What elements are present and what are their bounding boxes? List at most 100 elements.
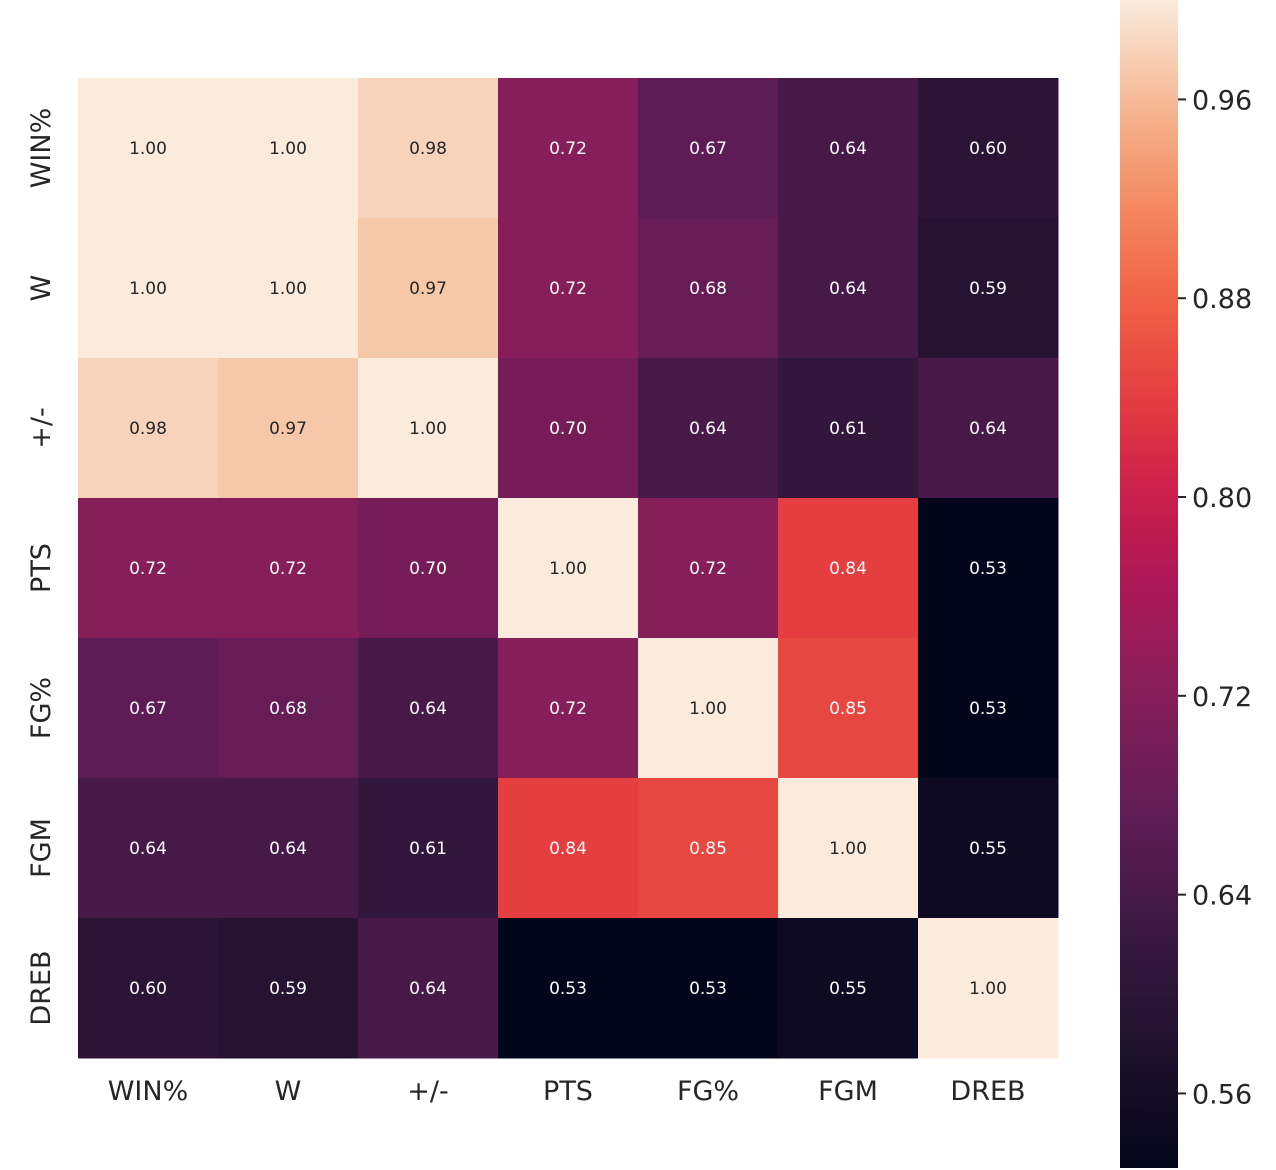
cell-value-label: 0.84 <box>829 559 867 579</box>
cell-value-label: 0.72 <box>549 139 587 159</box>
cell-value-label: 1.00 <box>129 279 167 299</box>
heatmap-cell <box>358 358 499 499</box>
cell-value-label: 0.59 <box>969 279 1007 299</box>
cell-value-label: 0.72 <box>129 559 167 579</box>
cell-value-label: 0.97 <box>269 419 307 439</box>
cell-value-label: 0.55 <box>829 979 867 999</box>
x-tick-label: FG% <box>677 1076 739 1107</box>
x-axis-tick-labels: WIN% W +/- PTS FG% FGM DREB <box>108 1076 1026 1107</box>
colorbar-tick-label: 0.72 <box>1192 682 1252 713</box>
x-tick-label: +/- <box>407 1076 448 1107</box>
colorbar-tick-label: 0.64 <box>1192 881 1252 912</box>
heatmap-cell <box>778 358 919 499</box>
cell-value-label: 0.61 <box>829 419 867 439</box>
heatmap-cell <box>778 218 919 359</box>
heatmap-cell <box>638 498 779 639</box>
cell-value-label: 1.00 <box>549 559 587 579</box>
y-tick-label: WIN% <box>26 108 57 189</box>
colorbar-tick-label: 0.96 <box>1192 85 1252 116</box>
heatmap-cell <box>918 78 1059 219</box>
cell-value-label: 1.00 <box>409 419 447 439</box>
x-tick-label: FGM <box>818 1076 878 1107</box>
heatmap-cell <box>778 918 919 1059</box>
cell-value-label: 1.00 <box>829 839 867 859</box>
heatmap-cell <box>498 638 639 779</box>
cell-value-label: 0.72 <box>689 559 727 579</box>
heatmap-cell <box>778 638 919 779</box>
heatmap-cell <box>218 358 359 499</box>
heatmap-cell <box>918 498 1059 639</box>
cell-value-label: 0.72 <box>549 699 587 719</box>
heatmap-cell <box>918 218 1059 359</box>
heatmap-cell <box>638 358 779 499</box>
cell-value-label: 0.85 <box>689 839 727 859</box>
cell-value-label: 0.84 <box>549 839 587 859</box>
heatmap-cell <box>918 778 1059 919</box>
y-tick-label: FG% <box>26 677 57 739</box>
colorbar-tick-label: 0.56 <box>1192 1079 1252 1110</box>
cell-value-label: 0.68 <box>689 279 727 299</box>
heatmap-cell <box>638 778 779 919</box>
cell-value-label: 0.59 <box>269 979 307 999</box>
y-tick-label: W <box>26 275 57 302</box>
heatmap-cell <box>358 918 499 1059</box>
cell-value-label: 0.53 <box>969 699 1007 719</box>
heatmap-cell <box>358 218 499 359</box>
heatmap-cell <box>918 638 1059 779</box>
x-tick-label: WIN% <box>108 1076 189 1107</box>
cell-value-label: 0.64 <box>829 139 867 159</box>
heatmap-cell <box>498 918 639 1059</box>
cell-value-label: 0.70 <box>409 559 447 579</box>
cell-value-label: 0.53 <box>549 979 587 999</box>
heatmap-cell <box>358 498 499 639</box>
y-axis-tick-labels: WIN% W +/- PTS FG% FGM DREB <box>26 108 57 1026</box>
heatmap-cell <box>78 778 219 919</box>
cell-value-label: 0.64 <box>969 419 1007 439</box>
heatmap-cell <box>78 218 219 359</box>
heatmap-cell <box>218 918 359 1059</box>
heatmap-cell <box>218 498 359 639</box>
cell-value-label: 0.64 <box>409 979 447 999</box>
cell-value-label: 0.85 <box>829 699 867 719</box>
cell-value-label: 0.67 <box>129 699 167 719</box>
heatmap-cell <box>778 78 919 219</box>
heatmap-cell <box>638 918 779 1059</box>
cell-value-label: 0.64 <box>409 699 447 719</box>
heatmap-cell <box>218 78 359 219</box>
heatmap-cell <box>78 358 219 499</box>
cell-value-label: 0.97 <box>409 279 447 299</box>
heatmap-cell <box>918 918 1059 1059</box>
cell-value-label: 1.00 <box>269 279 307 299</box>
heatmap-cell <box>918 358 1059 499</box>
heatmap-cell <box>498 498 639 639</box>
heatmap-cells <box>78 78 1059 1059</box>
cell-value-label: 0.70 <box>549 419 587 439</box>
heatmap-cell <box>78 638 219 779</box>
y-tick-label: +/- <box>26 407 57 448</box>
colorbar-tick-label: 0.88 <box>1192 284 1252 315</box>
heatmap-cell <box>498 358 639 499</box>
y-tick-label: FGM <box>26 818 57 878</box>
cell-value-label: 1.00 <box>129 139 167 159</box>
heatmap-cell <box>78 498 219 639</box>
heatmap-cell <box>778 778 919 919</box>
cell-annotations: 1.00 1.00 0.98 0.72 0.67 0.64 0.60 1.00 1.00 0.97… <box>129 139 1007 999</box>
cell-value-label: 0.72 <box>549 279 587 299</box>
cell-value-label: 0.98 <box>409 139 447 159</box>
heatmap-cell <box>78 918 219 1059</box>
cell-value-label: 0.98 <box>129 419 167 439</box>
heatmap-cell <box>358 638 499 779</box>
heatmap-cell <box>218 778 359 919</box>
heatmap-cell <box>358 778 499 919</box>
heatmap-cell <box>498 218 639 359</box>
x-tick-label: DREB <box>950 1076 1025 1107</box>
cell-value-label: 0.55 <box>969 839 1007 859</box>
cell-value-label: 0.64 <box>689 419 727 439</box>
cell-value-label: 0.61 <box>409 839 447 859</box>
heatmap-cell <box>78 78 219 219</box>
heatmap-cell <box>638 78 779 219</box>
cell-value-label: 0.67 <box>689 139 727 159</box>
cell-value-label: 0.64 <box>829 279 867 299</box>
heatmap-cell <box>218 638 359 779</box>
